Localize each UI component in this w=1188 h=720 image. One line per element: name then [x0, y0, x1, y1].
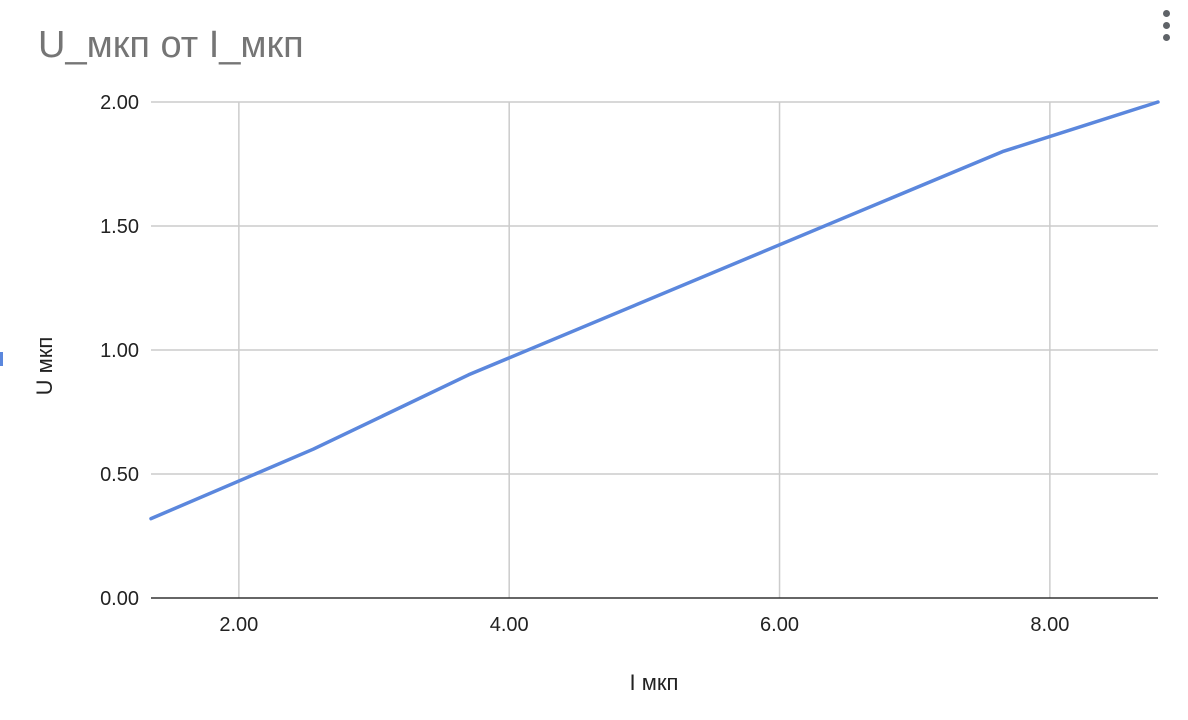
y-tick-label: 1.00	[100, 340, 139, 362]
series-line	[149, 100, 1160, 521]
x-tick-label: 8.00	[1030, 614, 1069, 636]
y-tick-label: 0.00	[100, 588, 139, 610]
x-tick-label: 6.00	[760, 614, 799, 636]
y-axis-label: U мкп	[32, 337, 57, 396]
more-options-icon[interactable]	[1154, 6, 1178, 46]
y-tick-label: 2.00	[100, 92, 139, 114]
y-tick-label: 0.50	[100, 464, 139, 486]
x-tick-label: 4.00	[490, 614, 529, 636]
series-lines	[149, 100, 1160, 521]
tick-labels: 0.00 0.50 1.00 1.50 2.00 2.00 4.00 6.00 8.00	[100, 92, 1069, 636]
chart-title: U_мкп от I_мкп	[38, 24, 304, 66]
series-legend-marker	[0, 352, 3, 366]
y-tick-label: 1.50	[100, 216, 139, 238]
x-tick-label: 2.00	[219, 614, 258, 636]
gridlines	[151, 101, 1158, 599]
x-axis-label: I мкп	[630, 670, 679, 695]
